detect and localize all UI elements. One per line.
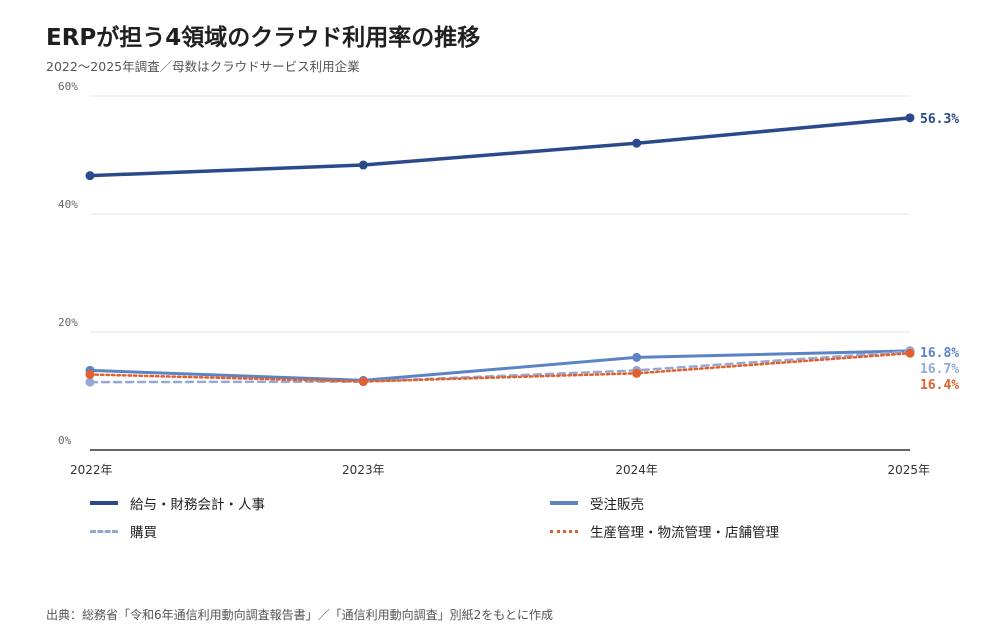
x-tick-label: 2023年 (342, 463, 385, 477)
legend-label: 生産管理・物流管理・店舗管理 (590, 525, 779, 541)
legend-item: 生産管理・物流管理・店舗管理 (550, 522, 870, 541)
legend-label: 受注販売 (590, 497, 644, 513)
chart-legend: 給与・財務会計・人事 受注販売購買 生産管理・物流管理・店舗管理 (90, 494, 870, 541)
legend-label: 給与・財務会計・人事 (130, 497, 265, 513)
x-tick-label: 2025年 (887, 463, 930, 477)
chart-title: ERPが担う4領域のクラウド利用率の推移 (46, 25, 481, 51)
end-value-label: 56.3% (920, 112, 959, 127)
y-tick-label: 0% (58, 434, 72, 447)
end-value-label: 16.4% (920, 378, 959, 393)
end-labels: 56.3% 16.8%16.7%16.4% (920, 112, 959, 393)
series-points (85, 113, 915, 387)
series-lines (88, 116, 912, 384)
y-tick-label: 20% (58, 316, 78, 329)
legend-swatch (550, 501, 578, 505)
x-axis: 2022年 2023年 2024年 2025年 (70, 463, 930, 477)
series-line (88, 116, 912, 178)
data-point (85, 171, 95, 181)
legend-item: 給与・財務会計・人事 (90, 494, 550, 513)
data-point (85, 369, 95, 379)
end-value-label: 16.7% (920, 362, 959, 377)
series-line (88, 351, 912, 383)
y-axis: 0% 20% 40% 60% (58, 80, 78, 447)
x-tick-label: 2024年 (615, 463, 658, 477)
series-line (88, 350, 912, 384)
data-point (905, 113, 915, 123)
legend-item: 購買 (90, 522, 550, 541)
data-point (358, 160, 368, 170)
x-tick-label: 2022年 (70, 463, 113, 477)
legend-swatch (550, 529, 578, 533)
chart-subtitle: 2022〜2025年調査／母数はクラウドサービス利用企業 (46, 59, 360, 74)
y-tick-label: 60% (58, 80, 78, 93)
data-point (632, 138, 642, 148)
source-note: 出典：総務省「令和6年通信利用動向調査報告書」／「通信利用動向調査」別紙2をもと… (46, 608, 554, 622)
legend-item: 受注販売 (550, 494, 870, 513)
data-point (905, 348, 915, 358)
data-point (632, 352, 642, 362)
legend-label: 購買 (130, 525, 157, 541)
series-line (88, 349, 912, 382)
legend-swatch (90, 529, 118, 533)
y-tick-label: 40% (58, 198, 78, 211)
data-point (358, 377, 368, 387)
end-value-label: 16.8% (920, 346, 959, 361)
legend-swatch (90, 501, 118, 505)
data-point (632, 368, 642, 378)
gridlines (90, 95, 910, 451)
data-point (85, 377, 95, 387)
